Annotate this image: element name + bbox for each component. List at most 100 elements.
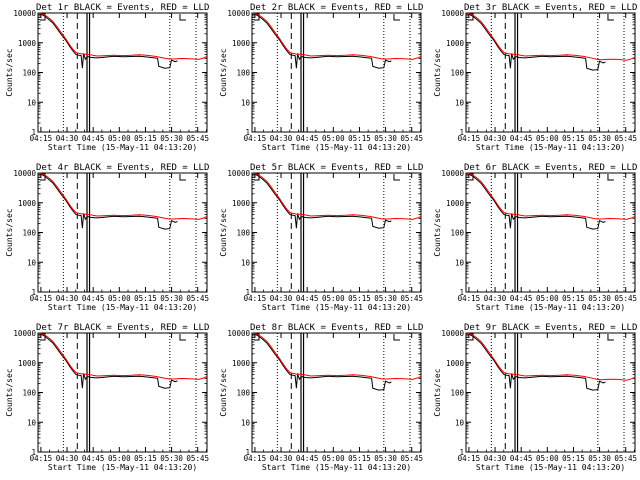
x-tick-label: 04:45 xyxy=(296,134,319,143)
plot-frame xyxy=(37,12,208,133)
panel-det-5r: Det 5r BLACK = Events, RED = LLD 1 10 100 10… xyxy=(219,163,423,312)
y-tick-label: 10000 xyxy=(227,169,250,178)
series-events-line xyxy=(37,13,178,69)
x-tick-label: 04:15 xyxy=(458,454,481,463)
plot-frame xyxy=(251,12,422,133)
x-tick-label: 04:15 xyxy=(458,294,481,303)
y-tick-label: 10 xyxy=(455,258,465,267)
x-tick-label: 05:15 xyxy=(134,454,157,463)
x-tick-label: 05:00 xyxy=(322,454,345,463)
x-tick-label: 04:30 xyxy=(484,134,507,143)
y-tick-label: 1 xyxy=(31,288,36,297)
x-tick-label: 04:30 xyxy=(484,294,507,303)
y-axis-label: Counts/sec xyxy=(5,48,14,96)
x-tick-label: 05:00 xyxy=(108,454,131,463)
x-tick-label: 05:00 xyxy=(108,294,131,303)
x-tick-label: 05:45 xyxy=(400,134,423,143)
x-tick-label: 04:30 xyxy=(56,454,79,463)
y-tick-label: 10 xyxy=(241,418,251,427)
plot-frame xyxy=(465,172,636,293)
y-tick-label: 10 xyxy=(241,98,251,107)
y-tick-label: 1 xyxy=(459,448,464,457)
x-tick-label: 04:15 xyxy=(30,134,53,143)
x-tick-label: 05:45 xyxy=(614,134,637,143)
x-tick-label: 04:15 xyxy=(244,134,267,143)
bracket-marker-right xyxy=(393,174,400,181)
y-tick-label: 100 xyxy=(450,389,464,398)
bracket-marker-right xyxy=(179,174,186,181)
y-axis-label: Counts/sec xyxy=(433,368,442,416)
x-axis-label: Start Time (15-May-11 04:13:20) xyxy=(262,303,411,312)
y-tick-label: 10 xyxy=(27,98,37,107)
x-tick-label: 05:15 xyxy=(348,294,371,303)
panel-det-9r: Det 9r BLACK = Events, RED = LLD 1 10 100 10… xyxy=(433,323,637,472)
y-axis-label: Counts/sec xyxy=(219,208,228,256)
x-tick-label: 05:30 xyxy=(588,294,611,303)
x-axis-label: Start Time (15-May-11 04:13:20) xyxy=(48,303,197,312)
panel-title: Det 4r BLACK = Events, RED = LLD xyxy=(36,163,209,173)
y-tick-label: 1 xyxy=(459,288,464,297)
x-tick-label: 05:30 xyxy=(588,134,611,143)
panel-det-4r: Det 4r BLACK = Events, RED = LLD 1 10 100 10… xyxy=(5,163,209,312)
x-axis-label: Start Time (15-May-11 04:13:20) xyxy=(476,143,625,152)
y-axis-label: Counts/sec xyxy=(433,208,442,256)
x-tick-label: 05:30 xyxy=(588,454,611,463)
y-tick-label: 1000 xyxy=(446,359,465,368)
plot-frame xyxy=(465,332,636,453)
x-tick-label: 04:30 xyxy=(484,454,507,463)
x-tick-label: 04:45 xyxy=(296,454,319,463)
y-tick-label: 10000 xyxy=(13,169,36,178)
panel-det-2r: Det 2r BLACK = Events, RED = LLD 1 10 100 10… xyxy=(219,3,423,152)
series-events-line xyxy=(465,333,606,391)
panel-title: Det 8r BLACK = Events, RED = LLD xyxy=(250,323,423,333)
series-events-line xyxy=(465,13,606,71)
series-lld-line xyxy=(465,332,636,381)
panel-det-7r: Det 7r BLACK = Events, RED = LLD 1 10 100 10… xyxy=(5,323,209,472)
series-lld-line xyxy=(251,172,422,220)
x-tick-label: 05:15 xyxy=(134,294,157,303)
series-lld-line xyxy=(251,332,422,380)
y-tick-label: 10000 xyxy=(441,329,464,338)
y-tick-label: 10000 xyxy=(227,9,250,18)
x-tick-label: 05:45 xyxy=(400,294,423,303)
x-tick-label: 05:45 xyxy=(186,134,209,143)
x-tick-label: 05:00 xyxy=(536,134,559,143)
y-tick-label: 100 xyxy=(236,229,250,238)
x-tick-label: 04:45 xyxy=(82,454,105,463)
y-tick-label: 100 xyxy=(236,389,250,398)
series-lld-line xyxy=(37,172,208,220)
y-tick-label: 100 xyxy=(236,69,250,78)
x-tick-label: 05:30 xyxy=(374,454,397,463)
x-tick-label: 04:15 xyxy=(458,134,481,143)
x-tick-label: 05:15 xyxy=(348,454,371,463)
panel-det-6r: Det 6r BLACK = Events, RED = LLD 1 10 100 10… xyxy=(433,163,637,312)
panel-title: Det 7r BLACK = Events, RED = LLD xyxy=(36,323,209,333)
x-tick-label: 05:00 xyxy=(108,134,131,143)
series-events-line xyxy=(37,333,178,389)
x-tick-label: 04:45 xyxy=(510,454,533,463)
x-tick-label: 04:45 xyxy=(82,134,105,143)
series-events-line xyxy=(251,173,392,229)
bracket-marker-right xyxy=(607,14,614,21)
y-tick-label: 1000 xyxy=(18,39,37,48)
x-tick-label: 05:45 xyxy=(614,454,637,463)
x-tick-label: 05:00 xyxy=(536,454,559,463)
y-tick-label: 100 xyxy=(22,229,36,238)
series-events-line xyxy=(251,333,392,391)
x-tick-label: 05:45 xyxy=(614,294,637,303)
y-tick-label: 100 xyxy=(450,229,464,238)
x-tick-label: 05:30 xyxy=(160,294,183,303)
x-tick-label: 05:15 xyxy=(562,294,585,303)
y-tick-label: 10000 xyxy=(441,9,464,18)
series-lld-line xyxy=(37,12,208,60)
panel-title: Det 6r BLACK = Events, RED = LLD xyxy=(464,163,637,173)
x-tick-label: 05:45 xyxy=(186,294,209,303)
x-tick-label: 04:30 xyxy=(56,134,79,143)
x-tick-label: 05:30 xyxy=(374,134,397,143)
y-tick-label: 10 xyxy=(455,418,465,427)
y-tick-label: 10000 xyxy=(227,329,250,338)
y-axis-label: Counts/sec xyxy=(433,48,442,96)
y-tick-label: 1000 xyxy=(446,39,465,48)
x-axis-label: Start Time (15-May-11 04:13:20) xyxy=(476,463,625,472)
